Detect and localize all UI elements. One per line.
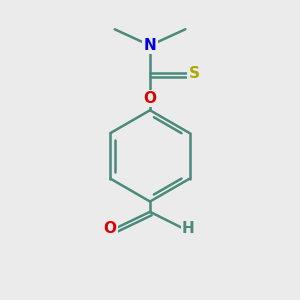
Text: S: S [189, 66, 200, 81]
Text: H: H [182, 220, 195, 236]
Text: N: N [144, 38, 156, 53]
Text: O: O [143, 91, 157, 106]
Text: O: O [104, 220, 117, 236]
